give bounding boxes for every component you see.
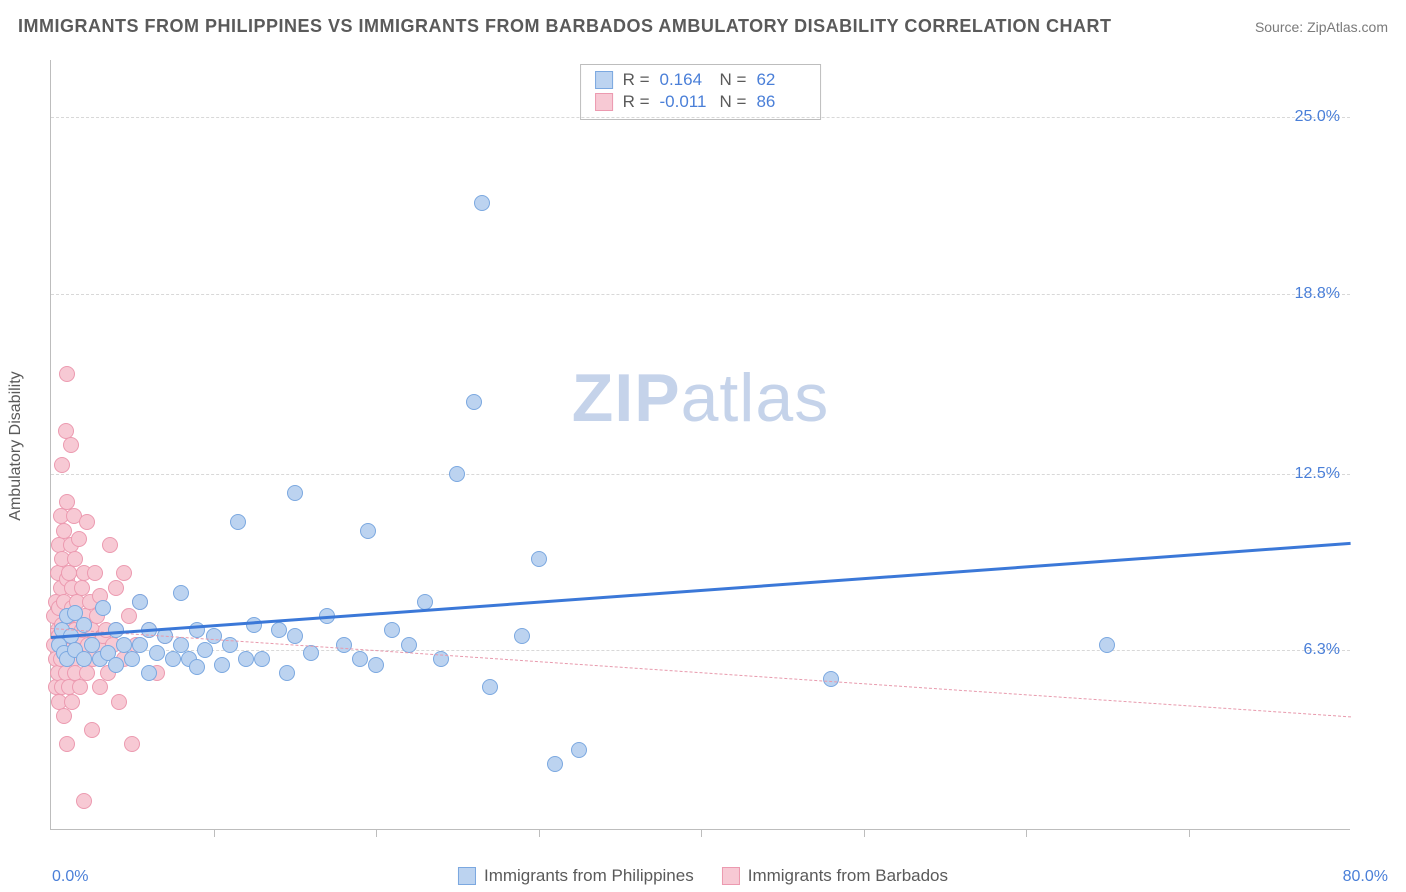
point-philippines	[141, 665, 157, 681]
point-philippines	[482, 679, 498, 695]
x-tick	[539, 829, 540, 837]
x-tick	[1026, 829, 1027, 837]
x-tick	[214, 829, 215, 837]
point-philippines	[823, 671, 839, 687]
point-philippines	[287, 628, 303, 644]
point-barbados	[121, 608, 137, 624]
y-axis-title: Ambulatory Disability	[7, 371, 25, 520]
stats-row-b: R = -0.011 N = 86	[595, 91, 807, 113]
x-tick	[701, 829, 702, 837]
bottom-legend: Immigrants from Philippines Immigrants f…	[458, 866, 948, 886]
point-philippines	[336, 637, 352, 653]
point-barbados	[108, 580, 124, 596]
point-philippines	[132, 594, 148, 610]
point-barbados	[84, 722, 100, 738]
point-barbados	[111, 694, 127, 710]
trendline-philippines	[51, 542, 1351, 639]
point-philippines	[474, 195, 490, 211]
swatch-b	[595, 93, 613, 111]
point-barbados	[64, 694, 80, 710]
x-tick	[864, 829, 865, 837]
point-barbados	[71, 531, 87, 547]
x-tick	[1189, 829, 1190, 837]
point-philippines	[287, 485, 303, 501]
point-barbados	[87, 565, 103, 581]
point-barbados	[92, 679, 108, 695]
scatter-plot: ZIPatlas R = 0.164 N = 62 R = -0.011 N =…	[50, 60, 1350, 830]
point-barbados	[79, 514, 95, 530]
point-philippines	[368, 657, 384, 673]
point-philippines	[360, 523, 376, 539]
x-tick	[376, 829, 377, 837]
point-philippines	[206, 628, 222, 644]
point-barbados	[59, 366, 75, 382]
chart-title: IMMIGRANTS FROM PHILIPPINES VS IMMIGRANT…	[18, 16, 1112, 37]
point-philippines	[95, 600, 111, 616]
point-philippines	[514, 628, 530, 644]
point-philippines	[76, 651, 92, 667]
point-philippines	[449, 466, 465, 482]
source-label: Source: ZipAtlas.com	[1255, 19, 1388, 35]
point-philippines	[173, 585, 189, 601]
point-philippines	[401, 637, 417, 653]
legend-item-a: Immigrants from Philippines	[458, 866, 694, 886]
legend-item-b: Immigrants from Barbados	[722, 866, 948, 886]
y-tick-label: 12.5%	[1295, 465, 1340, 483]
point-philippines	[352, 651, 368, 667]
point-barbados	[102, 537, 118, 553]
point-philippines	[108, 657, 124, 673]
y-tick-label: 25.0%	[1295, 108, 1340, 126]
point-philippines	[384, 622, 400, 638]
gridline	[51, 294, 1350, 295]
point-barbados	[56, 708, 72, 724]
point-philippines	[571, 742, 587, 758]
point-barbados	[124, 736, 140, 752]
point-philippines	[466, 394, 482, 410]
swatch-b-icon	[722, 867, 740, 885]
gridline	[51, 117, 1350, 118]
point-philippines	[417, 594, 433, 610]
point-philippines	[303, 645, 319, 661]
legend-label-b: Immigrants from Barbados	[748, 866, 948, 886]
point-barbados	[59, 736, 75, 752]
point-philippines	[149, 645, 165, 661]
point-philippines	[124, 651, 140, 667]
point-barbados	[116, 565, 132, 581]
watermark: ZIPatlas	[572, 359, 829, 437]
point-philippines	[214, 657, 230, 673]
point-philippines	[1099, 637, 1115, 653]
point-barbados	[72, 679, 88, 695]
x-axis-max-label: 80.0%	[1343, 868, 1388, 886]
point-barbados	[79, 665, 95, 681]
point-philippines	[238, 651, 254, 667]
stats-legend-box: R = 0.164 N = 62 R = -0.011 N = 86	[580, 64, 822, 120]
point-barbados	[76, 793, 92, 809]
swatch-a	[595, 71, 613, 89]
point-philippines	[165, 651, 181, 667]
point-philippines	[271, 622, 287, 638]
stats-row-a: R = 0.164 N = 62	[595, 69, 807, 91]
point-philippines	[531, 551, 547, 567]
point-philippines	[547, 756, 563, 772]
point-philippines	[197, 642, 213, 658]
legend-label-a: Immigrants from Philippines	[484, 866, 694, 886]
gridline	[51, 474, 1350, 475]
point-barbados	[63, 437, 79, 453]
point-philippines	[254, 651, 270, 667]
y-tick-label: 6.3%	[1304, 641, 1340, 659]
trendline-barbados	[51, 628, 1351, 717]
point-philippines	[279, 665, 295, 681]
point-philippines	[132, 637, 148, 653]
point-philippines	[230, 514, 246, 530]
y-tick-label: 18.8%	[1295, 285, 1340, 303]
x-axis-min-label: 0.0%	[52, 868, 88, 886]
swatch-a-icon	[458, 867, 476, 885]
point-barbados	[54, 457, 70, 473]
point-philippines	[189, 659, 205, 675]
